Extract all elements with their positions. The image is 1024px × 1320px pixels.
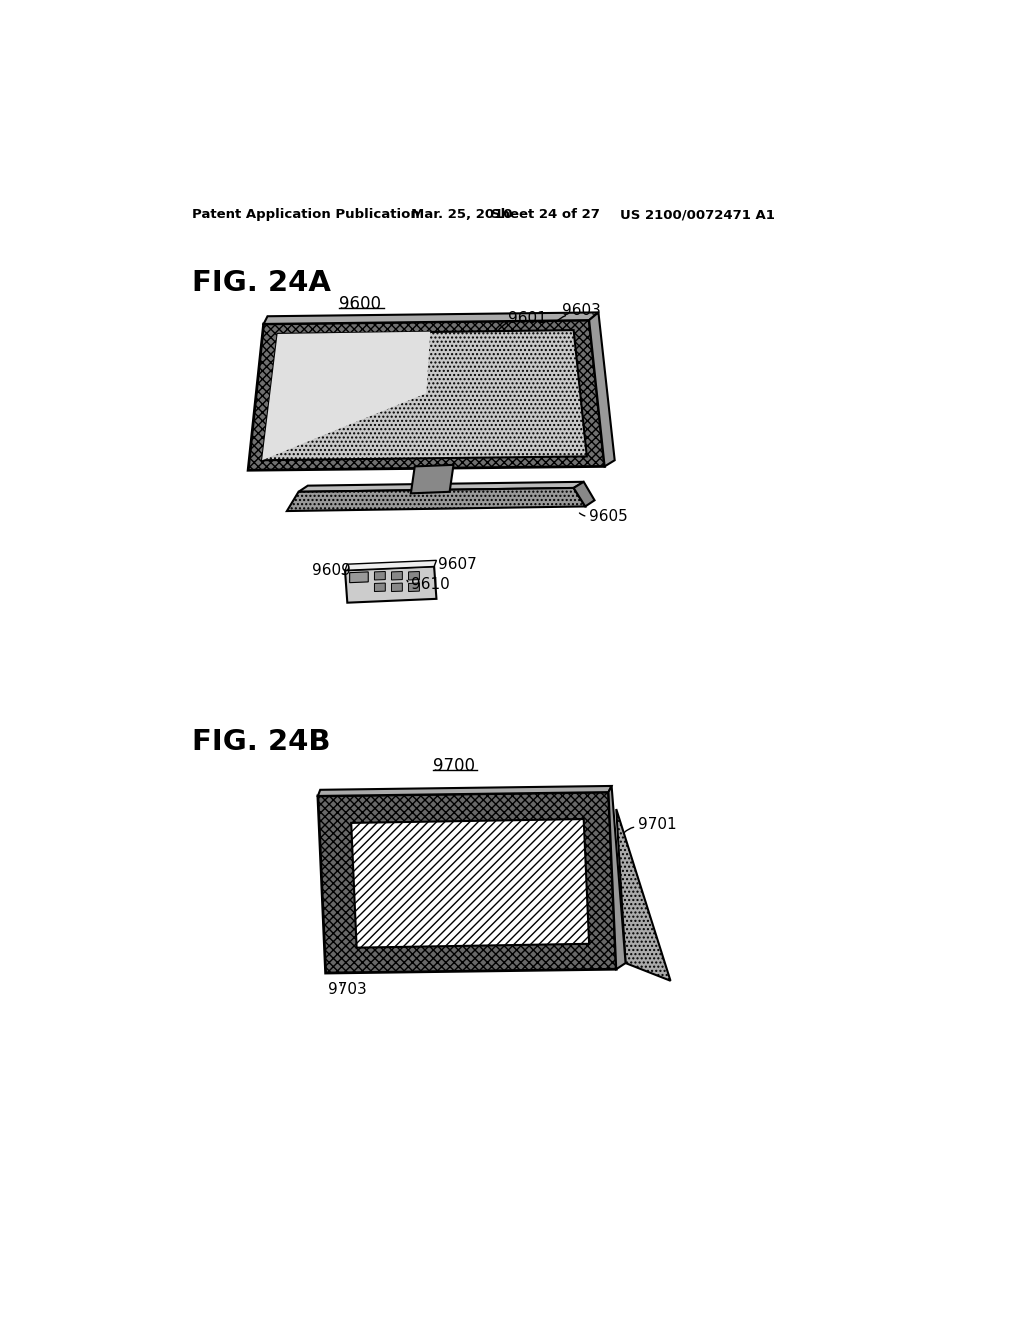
Polygon shape [248,321,604,470]
Text: Patent Application Publication: Patent Application Publication [191,209,419,222]
Polygon shape [616,809,671,981]
Polygon shape [409,583,420,591]
Text: 9610: 9610 [411,577,450,591]
Text: 9600: 9600 [340,296,382,313]
Text: 9601: 9601 [508,312,547,326]
Polygon shape [375,583,385,591]
Text: 9700: 9700 [432,758,474,775]
Polygon shape [299,482,584,492]
Polygon shape [345,560,436,570]
Polygon shape [263,313,598,323]
Text: Mar. 25, 2010: Mar. 25, 2010 [411,209,512,222]
Text: FIG. 24B: FIG. 24B [191,729,330,756]
Text: Sheet 24 of 27: Sheet 24 of 27 [490,209,600,222]
Polygon shape [411,465,454,494]
Polygon shape [345,566,436,603]
Polygon shape [608,785,626,969]
Polygon shape [589,313,614,466]
Polygon shape [287,488,586,511]
Text: 9701: 9701 [638,817,677,832]
Polygon shape [375,572,385,579]
Polygon shape [391,583,402,591]
Text: 9703: 9703 [328,982,367,998]
Text: FIG. 24A: FIG. 24A [191,268,331,297]
Text: 9607: 9607 [438,557,477,573]
Text: 9605: 9605 [589,510,628,524]
Text: 9603: 9603 [562,304,601,318]
Polygon shape [262,331,430,461]
Polygon shape [409,572,420,579]
Polygon shape [573,482,595,507]
Polygon shape [262,330,587,461]
Polygon shape [317,792,616,973]
Polygon shape [317,785,611,796]
Polygon shape [351,818,589,948]
Text: US 2100/0072471 A1: US 2100/0072471 A1 [621,209,775,222]
Polygon shape [349,572,369,582]
Polygon shape [391,572,402,579]
Text: 9609: 9609 [311,562,350,578]
